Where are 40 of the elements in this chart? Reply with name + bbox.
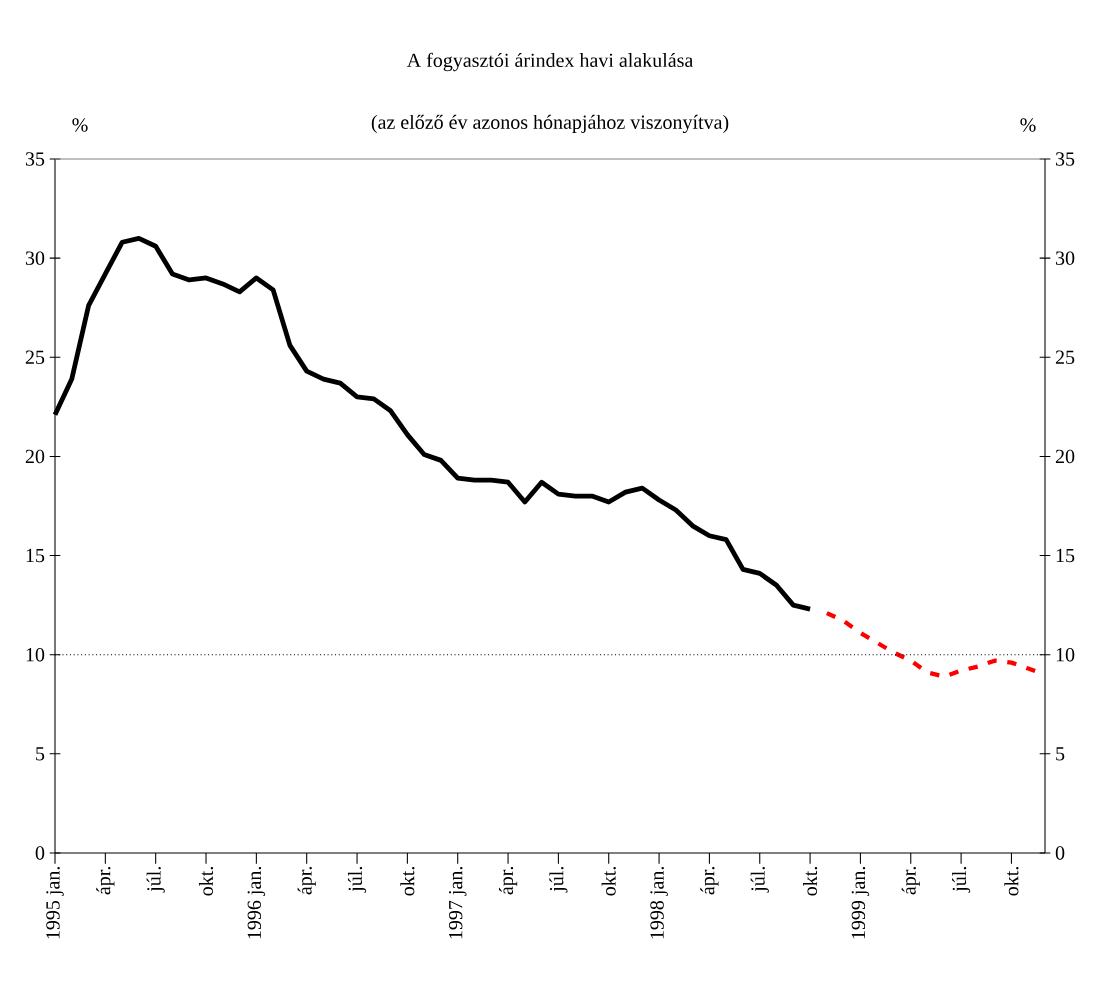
y2-tick-label: 20 xyxy=(1055,449,1075,464)
y2-tick-label: 15 xyxy=(1056,548,1075,563)
y-tick-label: 15 xyxy=(26,548,45,563)
x-tick-label: júl. xyxy=(347,867,367,893)
x-tick-label: okt. xyxy=(400,867,415,896)
y2-tick-label: 5 xyxy=(1056,747,1065,761)
x-tick-label: 1996 jan. xyxy=(247,867,266,939)
x-tick-label: ápr. xyxy=(700,867,719,895)
x-tick-label: ápr. xyxy=(901,867,920,895)
x-tick-label: júl. xyxy=(952,867,971,893)
y2-tick-label: 35 xyxy=(1056,152,1075,166)
x-tick-label: okt. xyxy=(803,867,818,896)
y-tick-label: 0 xyxy=(35,846,45,860)
y-tick-label: 35 xyxy=(25,152,45,166)
x-tick-label: júl. xyxy=(146,867,165,893)
y2-tick-label: 10 xyxy=(1056,647,1075,662)
x-tick-label: okt. xyxy=(198,867,214,896)
x-tick-label: ápr. xyxy=(297,867,316,895)
y-tick-label: 10 xyxy=(26,647,45,662)
x-tick-label: ápr. xyxy=(96,867,115,895)
y2-tick-label: 30 xyxy=(1056,251,1075,265)
x-tick-label: júl. xyxy=(549,867,568,893)
y2-tick-label: 25 xyxy=(1055,350,1075,364)
x-tick-label: 1995 jan. xyxy=(46,867,64,939)
y-tick-label: 25 xyxy=(25,350,45,364)
chart-title: A fogyasztói árindex havi alakulása xyxy=(406,52,694,72)
x-tick-label: 1997 jan. xyxy=(448,867,467,939)
x-tick-label: 1999 jan. xyxy=(851,867,870,939)
x-tick-label: okt. xyxy=(601,867,616,896)
y-tick-label: 20 xyxy=(25,449,45,464)
y-tick-label: 30 xyxy=(25,251,45,265)
y-tick-label: 5 xyxy=(36,747,45,761)
x-tick-label: okt. xyxy=(1004,867,1019,896)
x-tick-label: 1998 jan. xyxy=(650,867,668,939)
y2-axis-title: % xyxy=(1020,118,1036,132)
chart-subtitle: (az előző év azonos hónapjához viszonyítva) xyxy=(371,114,729,134)
x-tick-label: ápr. xyxy=(498,867,518,895)
y2-tick-label: 0 xyxy=(1055,846,1065,860)
y-axis-title: % xyxy=(72,118,88,132)
x-tick-label: júl. xyxy=(750,867,769,893)
